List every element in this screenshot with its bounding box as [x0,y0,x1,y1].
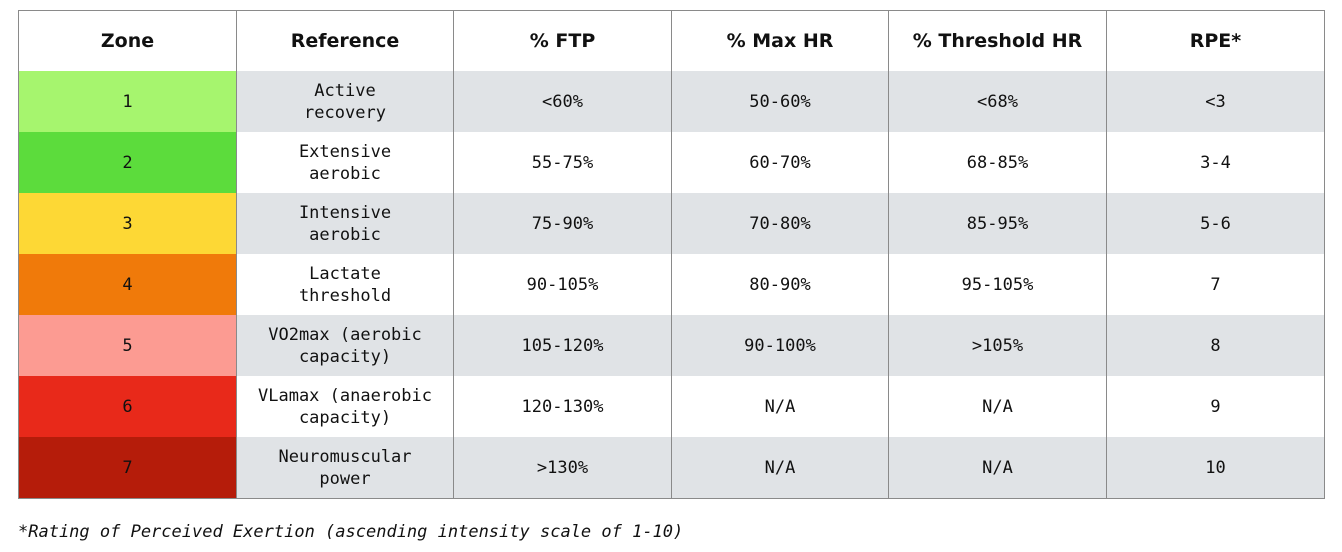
header-cell: % Max HR [672,11,889,71]
max-hr-cell: N/A [672,437,889,498]
max-hr-cell: 70-80% [672,193,889,254]
rpe-cell: 3-4 [1107,132,1324,193]
ftp-cell: >130% [454,437,672,498]
cell-line: Neuromuscular [278,446,412,467]
cell-line: aerobic [309,224,381,245]
max-hr-cell: N/A [672,376,889,437]
ftp-cell: 105-120% [454,315,672,376]
cell-line: VLamax (anaerobic [258,385,432,406]
header-cell: Zone [19,11,237,71]
zone-cell: 4 [19,254,237,315]
reference-cell: VO2max (aerobic capacity) [237,315,454,376]
cell-line: capacity) [298,346,392,367]
threshold-hr-cell: 68-85% [889,132,1107,193]
rpe-cell: <3 [1107,71,1324,132]
zone-cell: 5 [19,315,237,376]
rpe-cell: 7 [1107,254,1324,315]
cell-line: Intensive [298,202,392,223]
reference-cell: Active recovery [237,71,454,132]
rpe-cell: 8 [1107,315,1324,376]
cell-line: Extensive [298,141,392,162]
ftp-cell: 55-75% [454,132,672,193]
zone-cell: 3 [19,193,237,254]
threshold-hr-cell: N/A [889,376,1107,437]
zone-cell: 2 [19,132,237,193]
cell-line: aerobic [309,163,381,184]
ftp-cell: <60% [454,71,672,132]
header-cell: RPE* [1107,11,1324,71]
threshold-hr-cell: <68% [889,71,1107,132]
threshold-hr-cell: >105% [889,315,1107,376]
cell-line: Lactate [309,263,381,284]
threshold-hr-cell: N/A [889,437,1107,498]
reference-cell: Neuromuscular power [237,437,454,498]
ftp-cell: 90-105% [454,254,672,315]
cell-line: Active [314,80,376,101]
zone-cell: 6 [19,376,237,437]
header-cell: % FTP [454,11,672,71]
cell-line: recovery [304,102,386,123]
cell-line: threshold [298,285,392,306]
header-cell: % Threshold HR [889,11,1107,71]
footnote: *Rating of Perceived Exertion (ascending… [18,522,684,542]
threshold-hr-cell: 85-95% [889,193,1107,254]
max-hr-cell: 90-100% [672,315,889,376]
threshold-hr-cell: 95-105% [889,254,1107,315]
max-hr-cell: 60-70% [672,132,889,193]
header-cell: Reference [237,11,454,71]
reference-cell: Lactate threshold [237,254,454,315]
rpe-cell: 10 [1107,437,1324,498]
zone-cell: 1 [19,71,237,132]
cell-line: capacity) [298,407,392,428]
ftp-cell: 120-130% [454,376,672,437]
ftp-cell: 75-90% [454,193,672,254]
cell-line: VO2max (aerobic [268,324,422,345]
reference-cell: VLamax (anaerobic capacity) [237,376,454,437]
reference-cell: Intensive aerobic [237,193,454,254]
rpe-cell: 9 [1107,376,1324,437]
cell-line: power [319,468,371,489]
zone-table: Zone Reference% FTP% Max HR% Threshold HR… [18,10,1325,499]
max-hr-cell: 50-60% [672,71,889,132]
max-hr-cell: 80-90% [672,254,889,315]
reference-cell: Extensive aerobic [237,132,454,193]
rpe-cell: 5-6 [1107,193,1324,254]
zone-cell: 7 [19,437,237,498]
